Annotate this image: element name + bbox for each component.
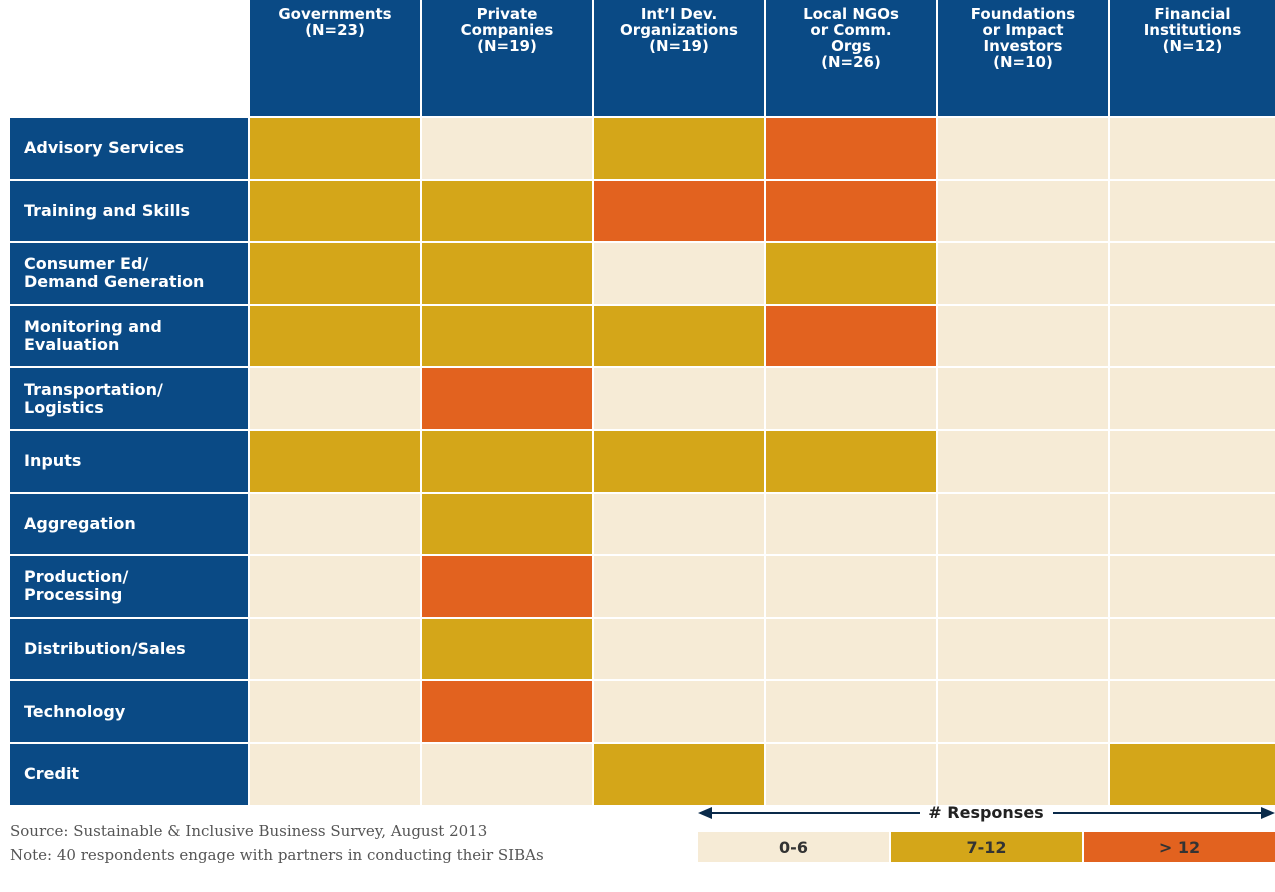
heat-cell xyxy=(250,243,420,304)
legend-title: # Responses xyxy=(928,803,1043,822)
heat-cell xyxy=(250,744,420,805)
heat-cell xyxy=(594,431,764,492)
heat-cell xyxy=(250,681,420,742)
heat-cell xyxy=(422,118,592,179)
heat-cell xyxy=(422,493,592,555)
heat-cell xyxy=(1110,180,1275,242)
heat-cell xyxy=(1110,681,1275,742)
heat-cell xyxy=(766,305,936,367)
heat-cell xyxy=(250,618,420,680)
heat-cell xyxy=(594,118,764,179)
heat-cell xyxy=(938,243,1108,304)
heat-cell xyxy=(938,180,1108,242)
heat-cell xyxy=(938,618,1108,680)
column-header: Governments (N=23) xyxy=(250,0,420,116)
heat-cell xyxy=(766,618,936,680)
legend-swatch: 7-12 xyxy=(891,832,1082,862)
heat-cell xyxy=(938,368,1108,429)
row-label: Credit xyxy=(10,744,248,805)
heat-cell xyxy=(766,180,936,242)
heat-cell xyxy=(594,180,764,242)
heat-cell xyxy=(766,243,936,304)
heat-cell xyxy=(766,431,936,492)
heat-cell xyxy=(1110,118,1275,179)
note: Note: 40 respondents engage with partner… xyxy=(10,846,544,864)
heat-cell xyxy=(422,744,592,805)
heat-cell xyxy=(594,243,764,304)
heat-cell xyxy=(938,118,1108,179)
legend-swatch: > 12 xyxy=(1084,832,1275,862)
column-header: Local NGOs or Comm. Orgs (N=26) xyxy=(766,0,936,116)
heat-cell xyxy=(422,305,592,367)
heat-cell xyxy=(422,431,592,492)
heat-cell xyxy=(594,681,764,742)
heat-cell xyxy=(422,180,592,242)
heat-cell xyxy=(766,744,936,805)
heat-cell xyxy=(250,368,420,429)
heat-cell xyxy=(250,556,420,617)
row-label: Inputs xyxy=(10,431,248,492)
heat-cell xyxy=(1110,368,1275,429)
heat-cell xyxy=(594,305,764,367)
heat-cell xyxy=(250,493,420,555)
row-label: Transportation/ Logistics xyxy=(10,368,248,429)
heat-cell xyxy=(938,681,1108,742)
heat-cell xyxy=(594,618,764,680)
heat-cell xyxy=(250,118,420,179)
heat-cell xyxy=(1110,744,1275,805)
row-label: Monitoring and Evaluation xyxy=(10,305,248,367)
legend-swatch: 0-6 xyxy=(698,832,889,862)
heat-cell xyxy=(938,493,1108,555)
row-label: Production/ Processing xyxy=(10,556,248,617)
source: Source: Sustainable & Inclusive Business… xyxy=(10,822,488,840)
column-header: Foundations or Impact Investors (N=10) xyxy=(938,0,1108,116)
row-label: Training and Skills xyxy=(10,180,248,242)
heat-cell xyxy=(422,243,592,304)
heat-cell xyxy=(250,305,420,367)
row-label: Consumer Ed/ Demand Generation xyxy=(10,243,248,304)
column-header: Int’l Dev. Organizations (N=19) xyxy=(594,0,764,116)
heat-cell xyxy=(1110,556,1275,617)
heat-cell xyxy=(1110,305,1275,367)
heat-cell xyxy=(422,368,592,429)
heat-cell xyxy=(938,744,1108,805)
heat-cell xyxy=(250,431,420,492)
heat-cell xyxy=(250,180,420,242)
heat-cell xyxy=(1110,431,1275,492)
heat-cell xyxy=(938,305,1108,367)
heat-cell xyxy=(594,744,764,805)
heat-cell xyxy=(594,368,764,429)
column-header: Financial Institutions (N=12) xyxy=(1110,0,1275,116)
row-label: Aggregation xyxy=(10,493,248,555)
column-header: Private Companies (N=19) xyxy=(422,0,592,116)
heat-cell xyxy=(938,431,1108,492)
heat-cell xyxy=(766,368,936,429)
row-label: Technology xyxy=(10,681,248,742)
heat-cell xyxy=(422,681,592,742)
heat-cell xyxy=(1110,243,1275,304)
heat-cell xyxy=(422,556,592,617)
row-label: Distribution/Sales xyxy=(10,618,248,680)
heat-cell xyxy=(766,556,936,617)
heat-cell xyxy=(1110,493,1275,555)
heat-cell xyxy=(422,618,592,680)
heat-cell xyxy=(594,493,764,555)
heat-cell xyxy=(766,118,936,179)
heat-cell xyxy=(766,493,936,555)
heat-cell xyxy=(766,681,936,742)
legend-arrow: # Responses xyxy=(698,803,1275,822)
heat-cell xyxy=(594,556,764,617)
heat-cell xyxy=(1110,618,1275,680)
heat-cell xyxy=(938,556,1108,617)
row-label: Advisory Services xyxy=(10,118,248,179)
